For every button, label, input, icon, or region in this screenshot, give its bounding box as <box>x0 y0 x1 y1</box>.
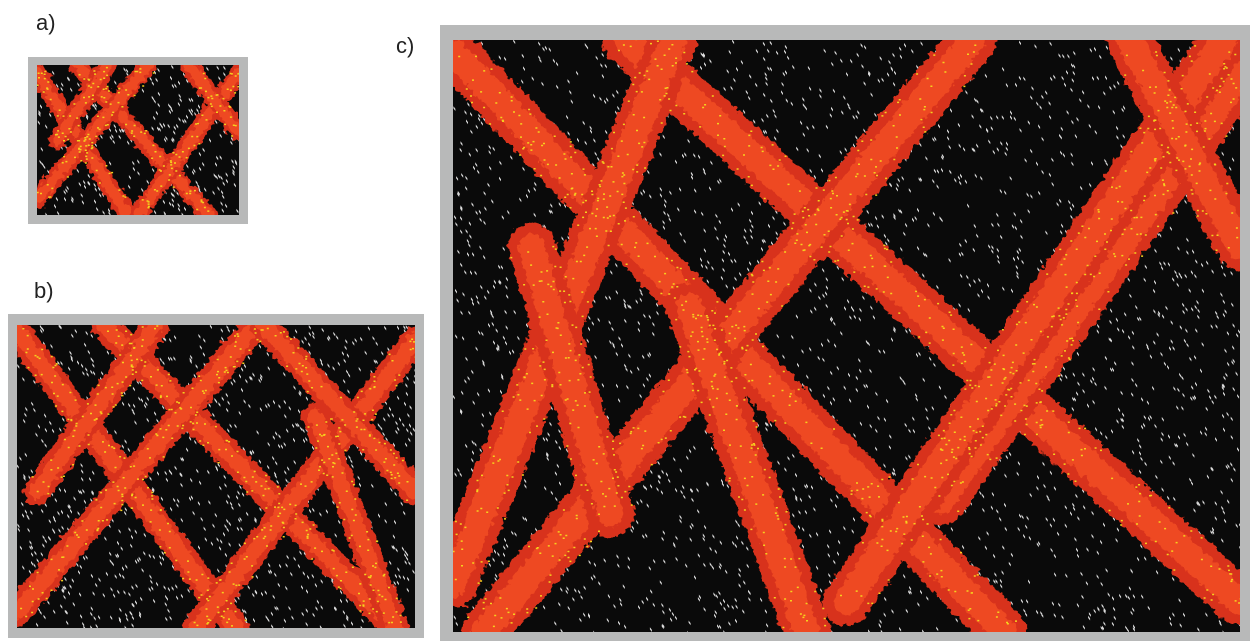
panel-image <box>17 321 419 634</box>
figure: a) b) c) <box>0 0 1250 641</box>
panel-label: c) <box>396 33 414 58</box>
panel-image <box>34 62 242 217</box>
page: a) b) c) (() => { const data = JSON.pars… <box>0 0 1250 641</box>
panel-image <box>449 35 1250 639</box>
panel-label: b) <box>34 278 54 303</box>
panel-label: a) <box>36 10 56 35</box>
